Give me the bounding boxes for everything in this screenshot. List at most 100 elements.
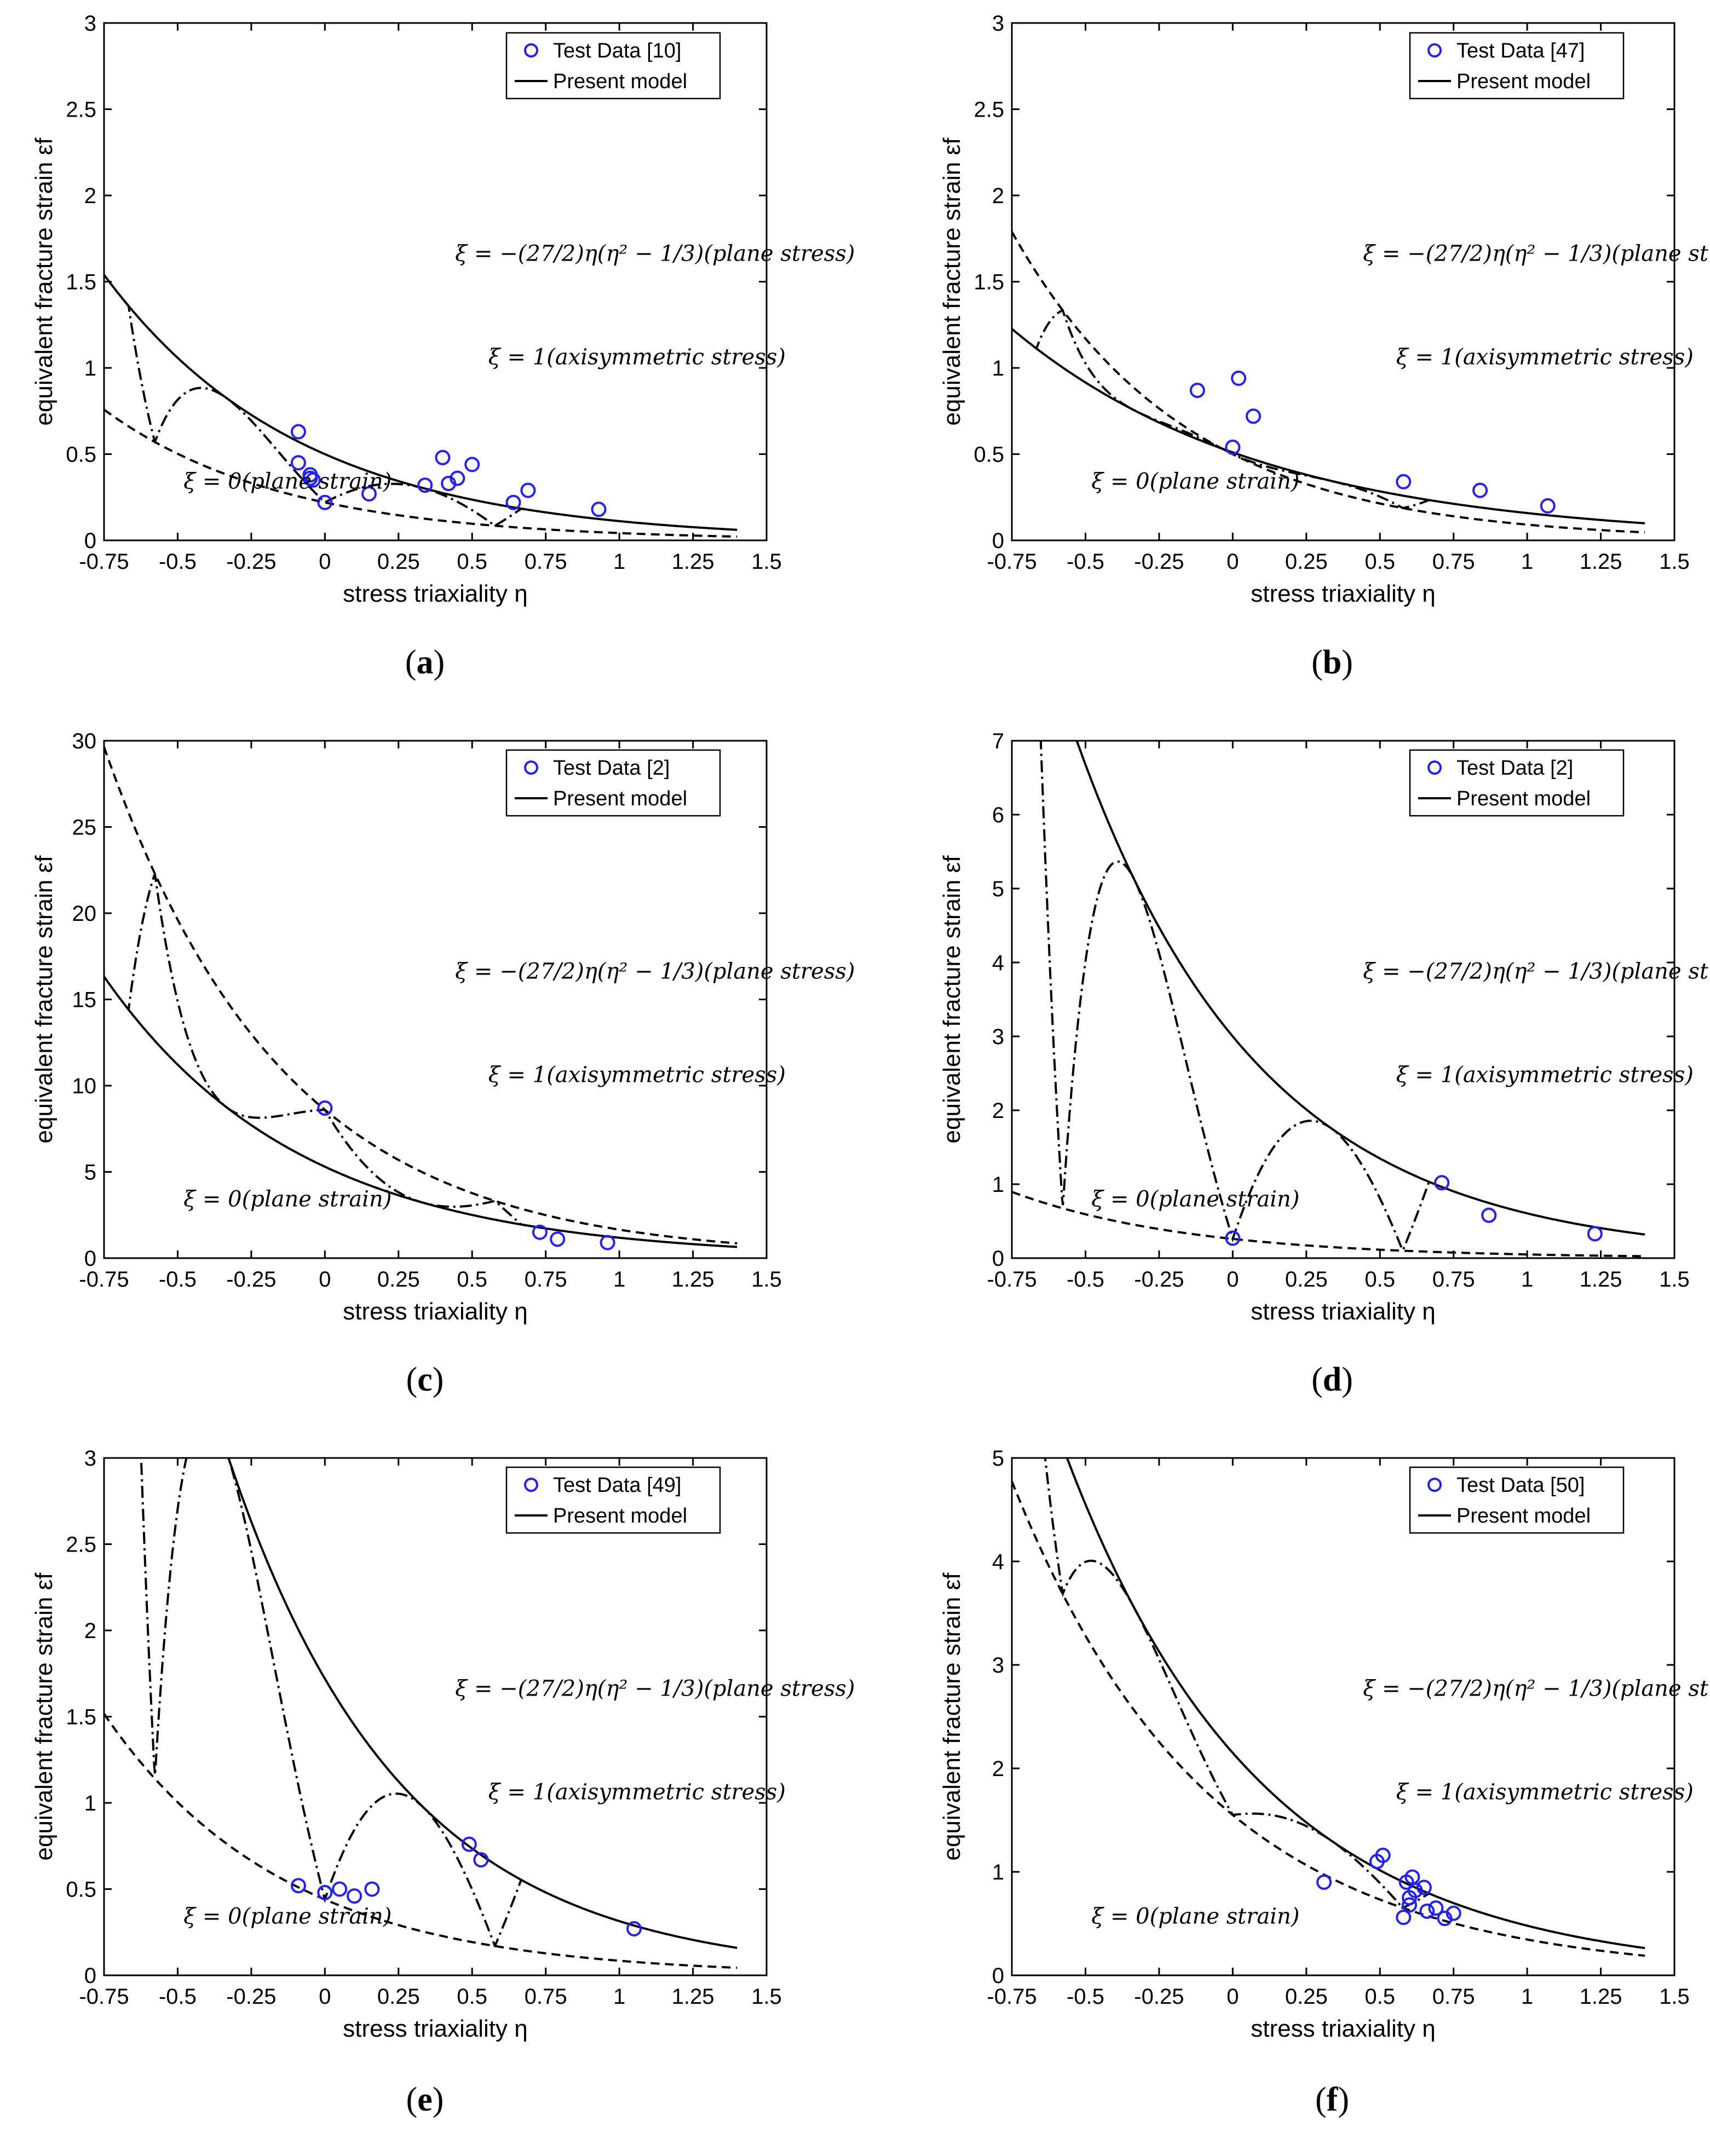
x-tick-label: -0.25 [1134, 1267, 1184, 1292]
legend: Test Data [2] Present model [1409, 749, 1625, 817]
test-data-point [532, 1224, 548, 1240]
y-tick-label: 3 [84, 1446, 96, 1471]
test-data-point [473, 1852, 489, 1867]
panel-caption: (b) [1311, 644, 1353, 681]
x-tick-label: -0.25 [226, 1985, 276, 2009]
y-tick-label: 3 [992, 11, 1004, 36]
plane-strain-curve [1012, 231, 1645, 534]
test-data-point [1396, 1910, 1412, 1926]
legend-label-test: Test Data [47] [1456, 39, 1585, 62]
test-data-point [505, 494, 521, 510]
x-tick-label: 0.5 [457, 1985, 487, 2009]
x-tick-label: -0.5 [1067, 550, 1104, 574]
panel-caption: (d) [1311, 1361, 1353, 1398]
y-tick-label: 1 [992, 1860, 1004, 1884]
y-tick-label: 1.5 [66, 270, 96, 295]
test-data-point [1434, 1175, 1450, 1191]
y-axis-label: equivalent fracture strain εf [939, 855, 965, 1144]
x-tick-label: -0.75 [987, 1267, 1037, 1292]
present-model-curve [227, 1458, 738, 1949]
test-data-point [1375, 1847, 1391, 1863]
x-tick-label: -0.75 [987, 1985, 1037, 2009]
y-tick-label: 0 [84, 1964, 96, 1988]
y-tick-label: 1 [992, 356, 1004, 381]
present-model-curve [1075, 741, 1645, 1236]
plot-frame [103, 740, 768, 1259]
legend-box [1409, 749, 1625, 817]
x-tick-label: 1.25 [1580, 550, 1622, 574]
y-tick-label: 0 [992, 529, 1004, 553]
test-data-point [1189, 382, 1205, 398]
y-tick-label: 2.5 [66, 1533, 96, 1557]
panel-f: -0.75 -0.5 -0.25 0 0.25 0.5 0.75 1 1.25 1.5 0 1 2 3 4 5… [939, 1446, 1710, 2118]
test-data-point [1225, 1230, 1241, 1246]
curves [1012, 231, 1645, 534]
panel-e: -0.75 -0.5 -0.25 0 0.25 0.5 0.75 1 1.25 1.5 0 0.5 1 1… [31, 1446, 855, 2118]
plane-strain-curve [104, 408, 738, 538]
x-tick-label: 0.75 [1432, 1267, 1475, 1292]
y-tick-label: 15 [72, 988, 97, 1012]
plane-strain-curve [104, 1713, 738, 1969]
test-data-point [1540, 498, 1556, 514]
x-tick-label: 1.5 [751, 550, 782, 574]
y-tick-label: 0.5 [974, 443, 1004, 467]
y-axis-label: equivalent fracture strain εf [939, 1572, 965, 1861]
caption-letter: c [417, 1361, 433, 1398]
test-data-point [1416, 1880, 1432, 1895]
plane-strain-annotation: ξ = 0(plane strain) [183, 469, 391, 494]
y-tick-label: 25 [72, 816, 97, 840]
legend-marker-test [1427, 760, 1442, 775]
x-tick-label: 1 [613, 1985, 625, 2009]
legend: Test Data [10] Present model [505, 32, 721, 100]
y-tick-label: 5 [992, 1446, 1004, 1471]
x-axis-label: stress triaxiality η [1251, 2015, 1435, 2042]
x-tick-label: -0.5 [159, 1267, 197, 1292]
x-tick-label: 0 [319, 550, 331, 574]
axisymmetric-annotation: ξ = 1(axisymmetric stress) [488, 345, 786, 370]
y-tick-label: 0 [992, 1247, 1004, 1271]
legend: Test Data [47] Present model [1409, 32, 1625, 100]
y-tick-label: 1.5 [66, 1705, 96, 1730]
y-tick-label: 30 [72, 729, 97, 753]
y-tick-label: 7 [992, 729, 1004, 753]
legend-box [505, 1466, 721, 1534]
y-tick-label: 0 [84, 1247, 96, 1271]
axisymmetric-annotation: ξ = 1(axisymmetric stress) [1396, 1780, 1694, 1805]
test-data-point [1245, 408, 1261, 424]
x-tick-label: 1.25 [672, 1985, 715, 2009]
x-tick-label: -0.25 [226, 550, 276, 574]
y-tick-label: 5 [84, 1161, 96, 1185]
y-tick-label: 2 [992, 1099, 1004, 1123]
panel-caption: (e) [406, 2081, 444, 2118]
x-tick-label: 0.75 [1432, 550, 1475, 574]
y-axis-label: equivalent fracture strain εf [31, 137, 57, 426]
x-tick-label: 0.75 [525, 1267, 567, 1292]
test-data-point [1407, 1883, 1423, 1899]
axisymmetric-annotation: ξ = 1(axisymmetric stress) [488, 1780, 786, 1805]
plane-stress-annotation: ξ = −(27/2)η(η² − 1/3)(plane stress) [455, 1676, 855, 1702]
curves [104, 746, 738, 1250]
y-axis-label: equivalent fracture strain εf [31, 855, 57, 1144]
legend-label-model: Present model [1456, 70, 1591, 93]
y-tick-label: 1.5 [974, 270, 1004, 295]
plane-strain-annotation: ξ = 0(plane strain) [1091, 469, 1299, 494]
legend-label-test: Test Data [49] [553, 1474, 681, 1497]
legend-box [1409, 1466, 1625, 1534]
test-data-point [1316, 1874, 1332, 1890]
legend-marker-test [524, 760, 538, 775]
plane-stress-curve [124, 300, 526, 527]
x-tick-label: 0.5 [457, 550, 487, 574]
plane-strain-curve [1012, 1191, 1645, 1258]
plane-stress-curve [124, 873, 526, 1226]
legend: Test Data [50] Present model [1409, 1466, 1625, 1534]
x-tick-label: -0.25 [1134, 1985, 1184, 2009]
test-data-point [550, 1231, 566, 1247]
y-tick-label: 6 [992, 803, 1004, 827]
y-tick-label: 20 [72, 902, 97, 926]
x-tick-label: -0.5 [1067, 1985, 1104, 2009]
x-tick-label: 0.25 [377, 1985, 420, 2009]
test-data-point [290, 455, 306, 471]
y-tick-label: 1 [84, 356, 96, 381]
y-tick-label: 10 [72, 1074, 97, 1098]
panel-caption: (f) [1315, 2081, 1349, 2118]
